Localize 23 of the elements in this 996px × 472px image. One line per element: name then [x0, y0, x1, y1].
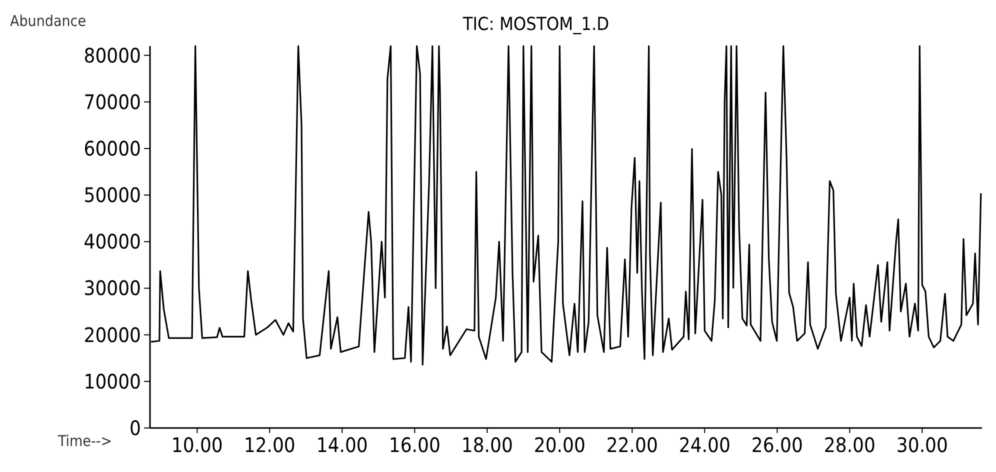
x-tick-label: 30.00: [896, 433, 948, 457]
x-tick-label: 14.00: [316, 433, 368, 457]
y-tick-label: 10000: [84, 369, 141, 394]
chart-title: TIC: MOSTOM_1.D: [462, 14, 610, 35]
x-tick-label: 22.00: [606, 433, 658, 457]
x-tick-label: 24.00: [678, 433, 730, 457]
y-tick-label: 20000: [84, 322, 141, 347]
y-axis-title: Abundance: [10, 12, 86, 30]
x-tick-label: 26.00: [751, 433, 803, 457]
x-tick-label: 16.00: [388, 433, 440, 457]
y-tick-label: 40000: [84, 230, 141, 254]
x-tick-label: 12.00: [244, 433, 296, 457]
y-tick-label: 70000: [84, 90, 141, 114]
y-tick-label: 60000: [84, 136, 141, 160]
x-tick-label: 18.00: [461, 433, 513, 457]
y-tick-label: 30000: [84, 276, 141, 300]
x-tick-label: 20.00: [534, 433, 586, 457]
y-tick-label: 50000: [84, 183, 141, 208]
y-tick-label: 80000: [84, 43, 141, 68]
y-tick-label: 0: [130, 416, 141, 440]
x-tick-label: 10.00: [171, 433, 223, 457]
x-axis-title: Time-->: [56, 432, 112, 450]
x-tick-label: 28.00: [824, 433, 876, 457]
